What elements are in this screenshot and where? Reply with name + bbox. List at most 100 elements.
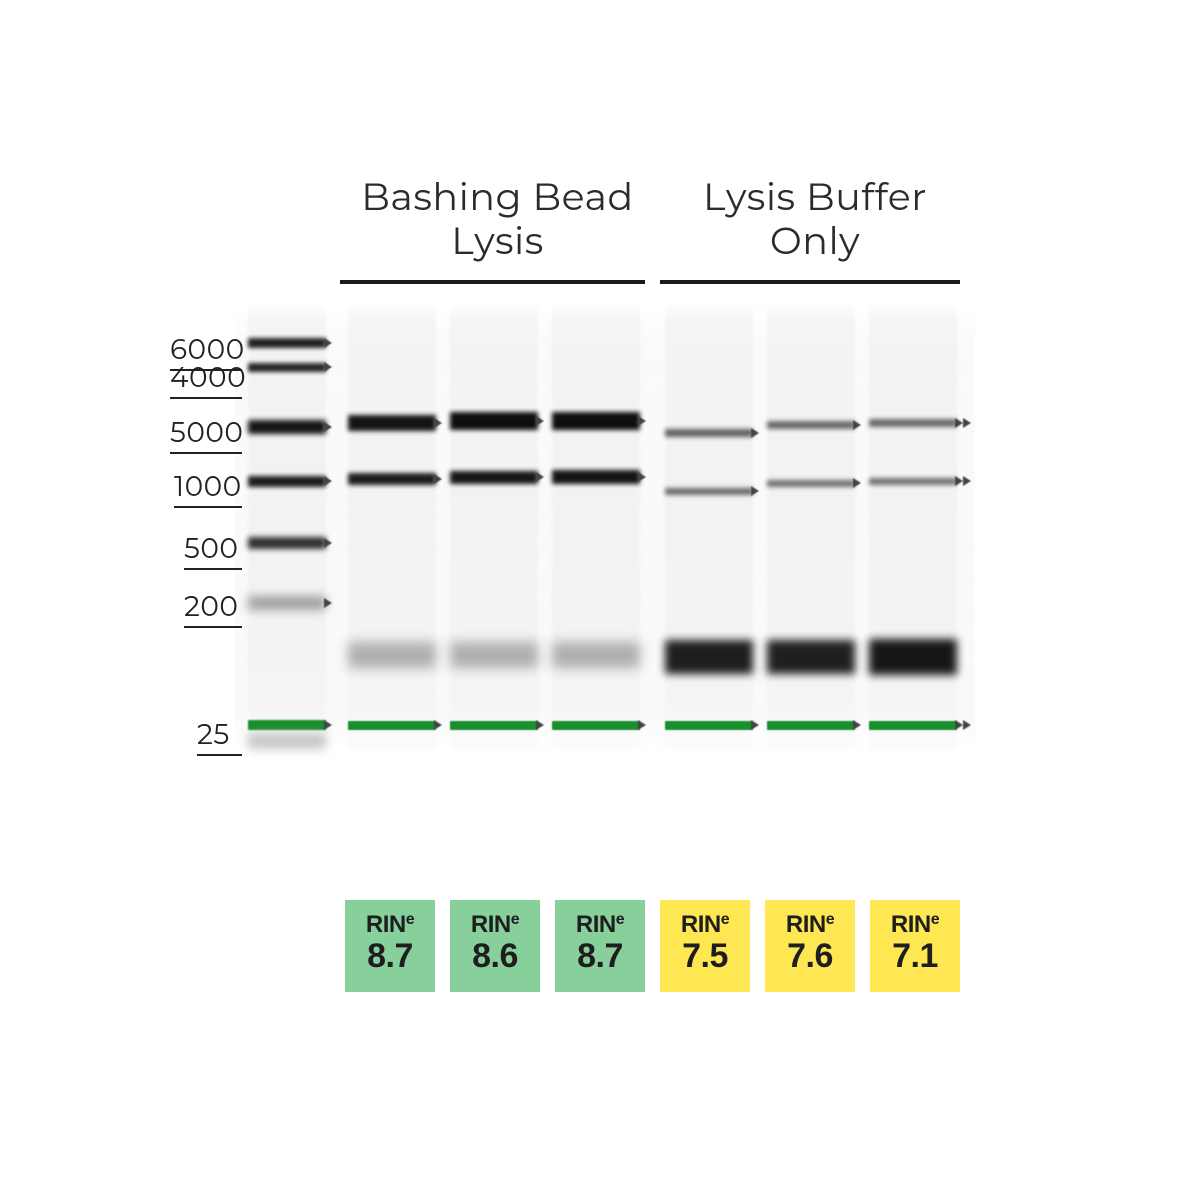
rin-value: 7.5 xyxy=(660,937,750,976)
gel-band xyxy=(348,642,436,668)
lane-tick xyxy=(751,428,759,438)
lane-tick xyxy=(963,418,971,428)
gel-lane-ladder xyxy=(248,305,326,750)
group-header-line: Bashing Bead xyxy=(361,173,633,220)
gel-band xyxy=(869,478,957,485)
lane-tick xyxy=(963,720,971,730)
gel-band xyxy=(248,733,326,749)
rin-score-box-lb1: RINe7.5 xyxy=(660,900,750,992)
rin-score-box-bb2: RINe8.6 xyxy=(450,900,540,992)
gel-lane-bb2 xyxy=(450,305,538,750)
rin-value: 7.6 xyxy=(765,937,855,976)
gel-band xyxy=(450,721,538,730)
group-header-buffer: Lysis Buffer Only xyxy=(670,175,960,262)
gel-band xyxy=(552,412,640,430)
group-header-line: Lysis xyxy=(451,217,544,264)
lane-tick xyxy=(638,720,646,730)
rin-value: 8.7 xyxy=(555,937,645,976)
gel-band xyxy=(248,363,326,372)
lane-tick xyxy=(955,720,963,730)
gel-band xyxy=(869,721,957,730)
gel-band xyxy=(665,429,753,437)
gel-band xyxy=(450,471,538,484)
gel-band xyxy=(248,596,326,610)
gel-band xyxy=(869,639,957,675)
gel-band xyxy=(450,642,538,668)
lane-tick xyxy=(536,472,544,482)
lane-tick xyxy=(324,598,332,608)
rin-label: RINe xyxy=(765,900,855,939)
y-axis-label: 5000 xyxy=(170,416,243,454)
lane-tick xyxy=(963,476,971,486)
rin-label: RINe xyxy=(870,900,960,939)
rin-label: RINe xyxy=(660,900,750,939)
gel-band xyxy=(348,415,436,431)
gel-band xyxy=(552,470,640,484)
gel-band xyxy=(450,412,538,430)
lane-tick xyxy=(853,720,861,730)
group-underline-bashing xyxy=(340,280,645,284)
lane-tick xyxy=(324,476,332,486)
group-header-line: Only xyxy=(770,217,860,264)
rin-score-box-bb1: RINe8.7 xyxy=(345,900,435,992)
gel-band xyxy=(248,420,326,434)
gel-band xyxy=(348,473,436,485)
lane-tick xyxy=(638,416,646,426)
gel-lane-lb3 xyxy=(869,305,957,750)
lane-tick xyxy=(955,418,963,428)
lane-tick xyxy=(434,418,442,428)
gel-band xyxy=(248,338,326,348)
gel-band xyxy=(665,488,753,495)
gel-band xyxy=(767,480,855,487)
gel-band xyxy=(248,720,326,730)
lane-tick xyxy=(434,720,442,730)
gel-band xyxy=(665,640,753,674)
gel-band xyxy=(767,721,855,730)
lane-tick xyxy=(853,420,861,430)
group-header-bashing: Bashing Bead Lysis xyxy=(340,175,655,262)
rin-score-box-lb3: RINe7.1 xyxy=(870,900,960,992)
gel-band xyxy=(552,642,640,668)
lane-tick xyxy=(324,422,332,432)
y-axis-label: 500 xyxy=(184,532,242,570)
lane-tick xyxy=(536,416,544,426)
lane-tick xyxy=(324,538,332,548)
gel-lane-lb1 xyxy=(665,305,753,750)
group-underline-buffer xyxy=(660,280,960,284)
gel-lane-bb1 xyxy=(348,305,436,750)
rin-value: 8.6 xyxy=(450,937,540,976)
lane-tick xyxy=(434,474,442,484)
gel-band xyxy=(665,721,753,730)
rin-value: 7.1 xyxy=(870,937,960,976)
lane-tick xyxy=(853,478,861,488)
gel-figure: Bashing Bead Lysis Lysis Buffer Only 600… xyxy=(0,0,1200,1200)
lane-tick xyxy=(536,720,544,730)
gel-band xyxy=(248,476,326,487)
rin-label: RINe xyxy=(450,900,540,939)
rin-label: RINe xyxy=(345,900,435,939)
rin-label: RINe xyxy=(555,900,645,939)
rin-value: 8.7 xyxy=(345,937,435,976)
gel-band xyxy=(348,721,436,730)
lane-tick xyxy=(638,472,646,482)
gel-band xyxy=(552,721,640,730)
lane-tick xyxy=(955,476,963,486)
group-header-line: Lysis Buffer xyxy=(703,173,927,220)
lane-tick xyxy=(324,720,332,730)
lane-tick xyxy=(751,486,759,496)
gel-lane-bb3 xyxy=(552,305,640,750)
lane-tick xyxy=(324,338,332,348)
rin-score-box-lb2: RINe7.6 xyxy=(765,900,855,992)
lane-tick xyxy=(324,362,332,372)
gel-band xyxy=(869,419,957,427)
gel-lane-lb2 xyxy=(767,305,855,750)
gel-band xyxy=(248,537,326,549)
y-axis-label: 200 xyxy=(184,590,242,628)
y-axis-label: 4000 xyxy=(170,361,246,399)
gel-band xyxy=(767,421,855,429)
y-axis-label: 25 xyxy=(197,718,242,756)
y-axis-label: 1000 xyxy=(174,470,242,508)
rin-score-box-bb3: RINe8.7 xyxy=(555,900,645,992)
gel-band xyxy=(767,640,855,674)
lane-tick xyxy=(751,720,759,730)
